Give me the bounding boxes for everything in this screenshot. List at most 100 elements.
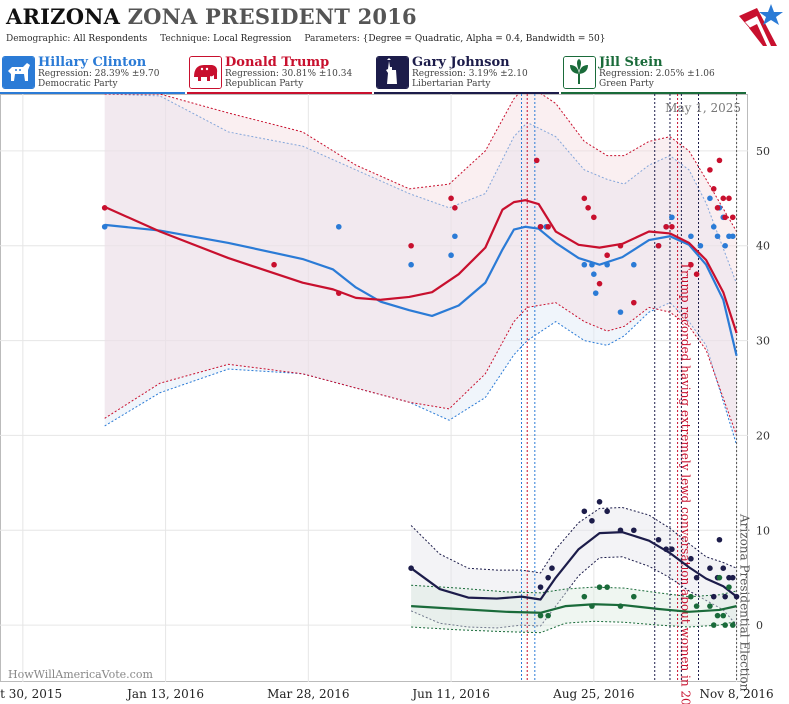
poll-point [545,574,551,581]
poll-point [545,612,551,619]
poll-point [720,195,727,202]
poll-point [716,536,723,543]
candidate-regression: Regression: 2.05% ±1.06 [599,69,715,79]
poll-point [669,214,675,221]
poll-point [669,546,675,553]
poll-point [631,299,637,306]
poll-point [604,261,610,268]
event-label: Trump recorded having extremely lewd con… [679,262,693,704]
poll-chart: Trump recorded having extremely lewd con… [0,94,774,704]
poll-point [589,517,595,524]
poll-point [693,603,700,609]
poll-point [697,242,704,249]
chart-header: ARIZONA ZONA PRESIDENT 2016 Demographic:… [0,0,789,94]
confidence-band [411,585,737,633]
poll-point [688,261,694,268]
poll-point [581,593,588,600]
x-tick-label: Nov 8, 2016 [700,687,774,701]
poll-point [101,205,108,211]
poll-point [729,214,736,221]
candidate-party: Libertarian Party [412,79,491,89]
band-lower-line [410,556,737,629]
poll-point [722,214,728,221]
poll-point [655,536,662,543]
poll-point [592,290,599,296]
candidate-name: Jill Stein [599,55,663,70]
poll-point [663,546,669,553]
poll-point [408,565,414,571]
poll-point [537,584,544,590]
poll-point [693,271,700,277]
technique-label: Technique: [160,34,211,44]
poll-point [655,242,662,249]
poll-point [589,261,595,268]
poll-point [617,309,624,315]
trend-line [410,531,738,601]
poll-point [729,622,736,628]
poll-point [604,508,610,515]
date-label: May 1, 2025 [665,101,741,115]
candidate-party: Green Party [599,79,654,89]
poll-point [631,261,637,268]
poll-point [722,242,728,249]
poll-point [537,223,544,230]
globe-leaf-icon [563,56,596,89]
plot-frame [0,94,748,682]
donkey-icon [2,56,35,89]
poll-point [452,233,458,240]
candidate-stein: Jill Stein Regression: 2.05% ±1.06 Green… [561,54,746,94]
parameters-line: Demographic: All Respondents Technique: … [6,34,605,44]
confidence-band [104,94,737,436]
y-tick-label: 50 [756,145,770,158]
poll-point [722,622,728,628]
y-tick-label: 20 [756,429,770,442]
candidate-regression: Regression: 30.81% ±10.34 [225,69,353,79]
x-tick-label: Jan 13, 2016 [125,687,204,701]
poll-point [716,574,723,581]
poll-point [707,195,713,202]
poll-point [631,527,637,534]
poll-point [707,167,713,173]
x-tick-label: Oct 30, 2015 [0,687,62,701]
statue-of-liberty-icon [376,56,409,89]
poll-point [716,157,723,164]
trend-line [104,199,738,334]
trend-lines [104,199,738,614]
poll-point [669,223,675,230]
poll-point [710,622,717,628]
poll-point [720,612,727,619]
poll-point [726,584,732,590]
band-lower-line [104,302,738,436]
poll-point [617,603,624,609]
poll-point [591,214,597,221]
trend-line [104,223,738,357]
demographic-value: All Respondents [73,34,148,44]
poll-point [537,612,544,619]
x-tick-label: Jun 11, 2016 [410,687,490,701]
poll-point [714,612,721,619]
band-upper-line [411,584,737,598]
poll-point [581,195,588,202]
poll-point [663,223,669,230]
poll-point [688,555,694,562]
poll-point [101,223,108,230]
y-tick-label: 10 [756,524,770,537]
poll-point [589,603,595,609]
poll-point [591,271,597,277]
poll-point [720,565,727,571]
poll-point [604,584,610,590]
poll-point [533,157,540,164]
poll-point [733,593,740,600]
poll-point [722,593,728,600]
poll-point [617,527,624,534]
poll-point [549,565,555,571]
flag-star-logo [739,4,783,46]
poll-point [707,565,713,571]
title-state: ARIZONA [6,4,121,29]
poll-point [710,223,717,230]
poll-point [581,261,588,268]
poll-point [631,593,637,600]
y-tick-label: 30 [756,335,770,348]
poll-point [688,233,694,240]
title-rest: ZONA PRESIDENT 2016 [127,4,417,29]
